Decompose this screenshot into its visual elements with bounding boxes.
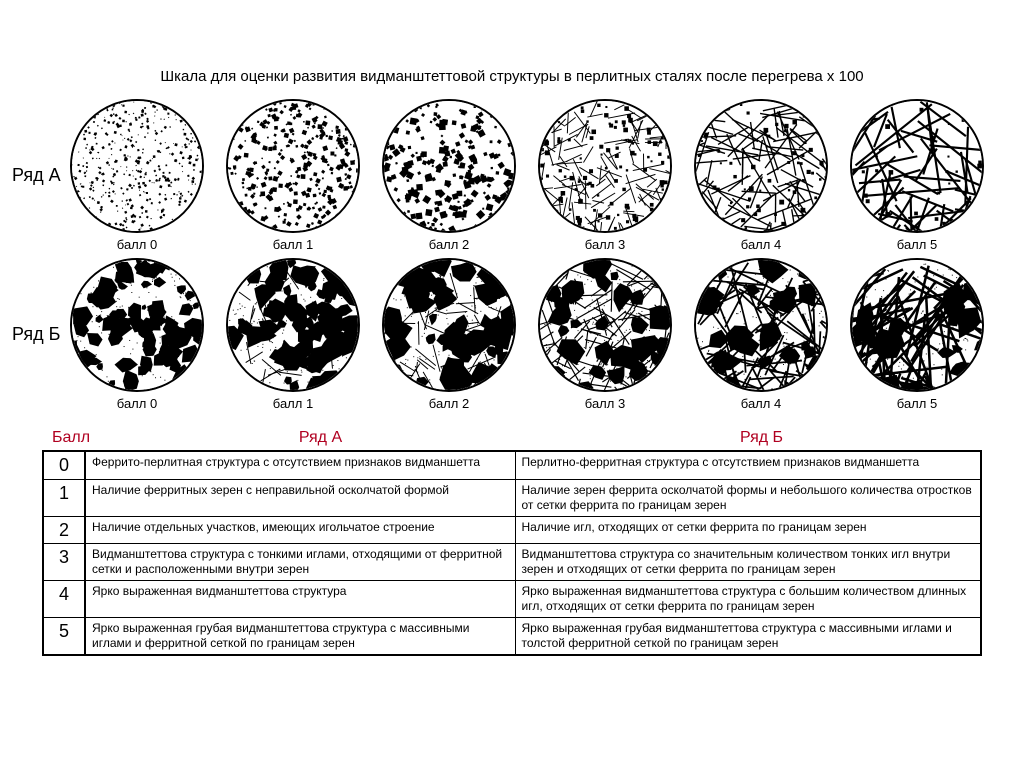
table-header-row-b: Ряд Б [541,429,982,447]
micrograph-circle [226,258,360,392]
cell-row-b: Наличие зерен феррита осколчатой формы и… [515,479,981,516]
table-row: 4Ярко выраженная видманштеттова структур… [43,581,981,618]
table-header-row-a: Ряд А [100,429,541,447]
cell-row-a: Феррито-перлитная структура с отсутствие… [85,451,515,479]
sample-caption: балл 4 [741,237,781,252]
sample-a-5: балл 5 [850,99,984,252]
cell-row-a: Наличие отдельных участков, имеющих игол… [85,516,515,544]
sample-caption: балл 5 [897,237,937,252]
sample-a-4: балл 4 [694,99,828,252]
description-table: Балл Ряд А Ряд Б 0Феррито-перлитная стру… [42,429,982,656]
cell-row-a: Видманштеттова структура с тонкими иглам… [85,544,515,581]
sample-b-1: балл 1 [226,258,360,411]
micrograph-circle [70,258,204,392]
table-row: 5Ярко выраженная грубая видманштеттова с… [43,618,981,656]
cell-row-a: Ярко выраженная видманштеттова структура [85,581,515,618]
table-row: 3Видманштеттова структура с тонкими игла… [43,544,981,581]
sample-caption: балл 3 [585,237,625,252]
row-b: Ряд Б балл 0 балл 1 балл 2 балл 3 балл 4 балл… [8,258,1016,411]
sample-a-3: балл 3 [538,99,672,252]
cell-row-a: Наличие ферритных зерен с неправильной о… [85,479,515,516]
table-row: 0Феррито-перлитная структура с отсутстви… [43,451,981,479]
cell-ball: 2 [43,516,85,544]
micrograph-circle [382,99,516,233]
cell-row-a: Ярко выраженная грубая видманштеттова ст… [85,618,515,656]
sample-caption: балл 3 [585,396,625,411]
micrograph-circle [694,258,828,392]
cell-ball: 3 [43,544,85,581]
cell-row-b: Наличие игл, отходящих от сетки феррита … [515,516,981,544]
micrograph-circle [382,258,516,392]
sample-caption: балл 0 [117,237,157,252]
page-title: Шкала для оценки развития видманштеттово… [8,68,1016,85]
sample-caption: балл 1 [273,237,313,252]
cell-row-b: Перлитно-ферритная структура с отсутстви… [515,451,981,479]
micrograph-circle [226,99,360,233]
cell-ball: 4 [43,581,85,618]
cell-ball: 0 [43,451,85,479]
micrograph-circle [850,258,984,392]
sample-b-4: балл 4 [694,258,828,411]
micrograph-circle [538,258,672,392]
micrograph-circle [70,99,204,233]
row-a: Ряд А балл 0 балл 1 балл 2 балл 3 балл 4 балл… [8,99,1016,252]
micrograph-circle [850,99,984,233]
table-header-ball: Балл [42,429,100,447]
cell-row-b: Ярко выраженная видманштеттова структура… [515,581,981,618]
sample-b-5: балл 5 [850,258,984,411]
sample-b-0: балл 0 [70,258,204,411]
sample-b-3: балл 3 [538,258,672,411]
sample-caption: балл 2 [429,396,469,411]
sample-a-1: балл 1 [226,99,360,252]
sample-caption: балл 0 [117,396,157,411]
sample-caption: балл 4 [741,396,781,411]
cell-ball: 5 [43,618,85,656]
row-b-label: Ряд Б [8,324,70,345]
micrograph-circle [694,99,828,233]
micrograph-circle [538,99,672,233]
table-row: 1Наличие ферритных зерен с неправильной … [43,479,981,516]
sample-caption: балл 5 [897,396,937,411]
cell-ball: 1 [43,479,85,516]
cell-row-b: Видманштеттова структура со значительным… [515,544,981,581]
cell-row-b: Ярко выраженная грубая видманштеттова ст… [515,618,981,656]
sample-a-2: балл 2 [382,99,516,252]
sample-caption: балл 1 [273,396,313,411]
sample-a-0: балл 0 [70,99,204,252]
sample-caption: балл 2 [429,237,469,252]
sample-b-2: балл 2 [382,258,516,411]
row-a-label: Ряд А [8,165,70,186]
table-row: 2Наличие отдельных участков, имеющих иго… [43,516,981,544]
